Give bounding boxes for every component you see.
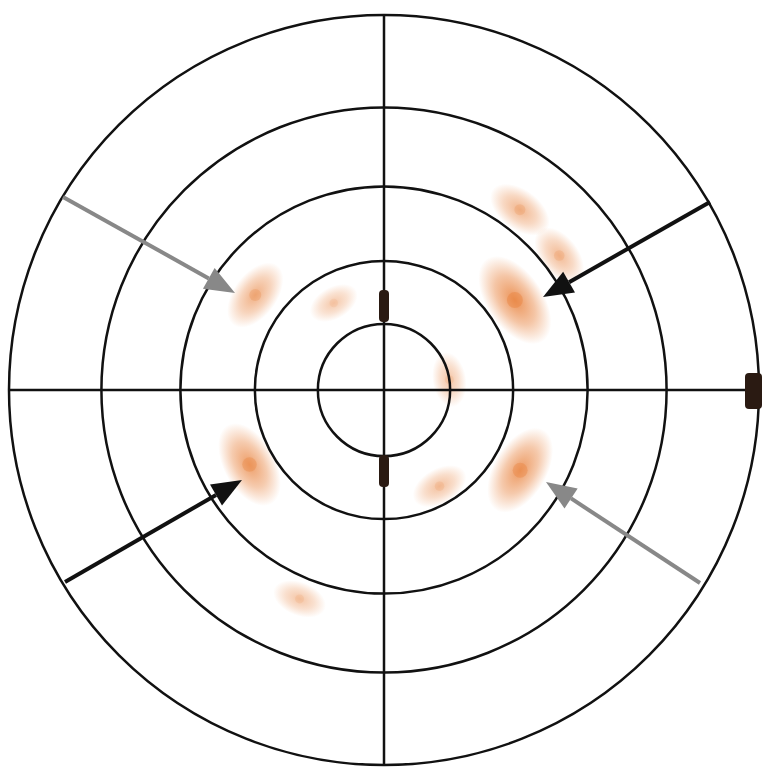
- arrow-head: [546, 482, 578, 508]
- blob-core: [514, 204, 525, 215]
- intensity-blob: [303, 276, 364, 330]
- arrow-head: [210, 480, 242, 505]
- arrow-head: [543, 272, 575, 297]
- blob-core: [330, 299, 339, 308]
- blobs: [205, 173, 594, 625]
- blob-core: [507, 292, 523, 308]
- intensity-blob: [474, 416, 567, 523]
- blob-core: [554, 250, 565, 261]
- arrow-shaft: [63, 197, 209, 278]
- arrow-head: [203, 268, 235, 293]
- blob-core: [249, 289, 261, 301]
- intensity-blob: [216, 252, 295, 338]
- arrow-shaft: [569, 202, 710, 282]
- spoke: [384, 389, 759, 392]
- blob-core: [242, 457, 257, 472]
- detector-mark: [745, 373, 762, 409]
- arrow-shaft: [571, 498, 700, 583]
- blob-core: [513, 463, 528, 478]
- chart: [0, 0, 766, 768]
- detector-mark: [379, 290, 389, 322]
- spoke: [383, 390, 386, 765]
- arrow-shaft: [65, 495, 216, 582]
- intensity-blob: [268, 573, 332, 625]
- ring: [9, 15, 759, 765]
- detector-mark: [379, 455, 389, 487]
- spoke: [9, 389, 384, 392]
- blob-core: [435, 481, 445, 491]
- spoke: [383, 15, 386, 390]
- intensity-blob: [205, 413, 294, 517]
- blob-core: [295, 594, 304, 603]
